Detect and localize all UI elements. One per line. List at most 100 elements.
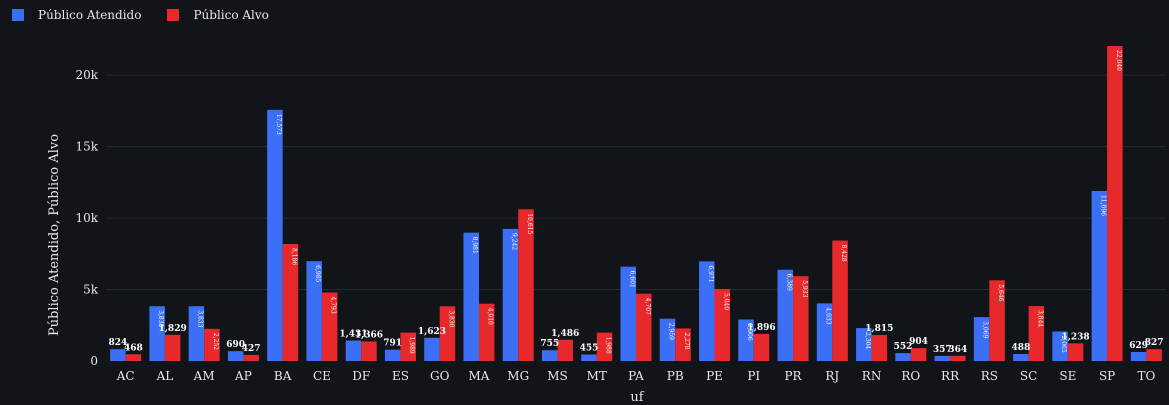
bar-to-alvo[interactable]	[1146, 349, 1162, 361]
bar-rj-atendido[interactable]	[816, 303, 833, 361]
bar-ro-atendido[interactable]	[895, 353, 911, 361]
legend-item-publico-alvo[interactable]: Público Alvo	[167, 8, 269, 22]
bar-value-label: 824	[108, 338, 127, 348]
bar-al-alvo[interactable]	[164, 334, 181, 361]
bar-mt-atendido[interactable]	[581, 354, 597, 361]
bar-value-label: 3,830	[447, 310, 454, 327]
bar-ce-atendido[interactable]	[306, 261, 322, 361]
x-tick-label: AP	[234, 369, 252, 383]
bar-value-label: 6,971	[707, 265, 714, 282]
bar-ms-alvo[interactable]	[557, 339, 573, 361]
x-tick-label: DF	[352, 369, 370, 383]
bar-value-label: 2,304	[864, 332, 871, 349]
bar-value-label: 4,707	[644, 298, 651, 315]
bar-rn-alvo[interactable]	[871, 335, 888, 361]
bar-sp-alvo[interactable]	[1107, 46, 1123, 361]
bar-df-atendido[interactable]	[345, 340, 362, 361]
y-tick-label: 10k	[75, 211, 98, 225]
x-tick-label: MG	[507, 369, 529, 383]
bar-pa-alvo[interactable]	[636, 293, 652, 361]
bar-pi-atendido[interactable]	[738, 319, 754, 361]
bar-es-alvo[interactable]	[400, 332, 416, 361]
bar-ba-atendido[interactable]	[267, 109, 283, 362]
legend-label-publico-alvo: Público Alvo	[193, 8, 269, 22]
bar-value-label: 6,601	[628, 271, 635, 288]
bar-value-label: 1,815	[865, 324, 893, 334]
bar-pe-atendido[interactable]	[699, 261, 715, 361]
bar-go-atendido[interactable]	[424, 337, 440, 361]
bar-rr-atendido[interactable]	[934, 355, 951, 361]
bar-value-label: 357	[933, 345, 952, 355]
bar-go-alvo[interactable]	[439, 306, 456, 361]
x-tick-label: PE	[706, 369, 723, 383]
bar-sc-atendido[interactable]	[1013, 354, 1029, 361]
bar-value-label: 4,010	[487, 308, 494, 325]
bar-value-label: 8,186	[290, 248, 297, 265]
bar-rr-alvo[interactable]	[950, 355, 966, 361]
bar-value-label: 1,989	[408, 337, 415, 354]
y-axis-ticks: 0 5k 10k 15k 20k	[75, 68, 98, 368]
bar-value-label: 8,981	[471, 237, 478, 254]
bar-to-atendido[interactable]	[1130, 352, 1147, 361]
bar-value-label: 6,985	[314, 265, 321, 282]
bar-value-label: 1,431	[339, 330, 367, 340]
bar-rs-atendido[interactable]	[973, 317, 990, 361]
bar-df-alvo[interactable]	[361, 341, 377, 361]
bar-rj-alvo[interactable]	[832, 240, 848, 361]
bar-pr-atendido[interactable]	[777, 269, 794, 361]
bar-sp-atendido[interactable]	[1091, 190, 1108, 361]
bar-ce-alvo[interactable]	[321, 292, 338, 361]
bar-value-label: 1,988	[604, 337, 611, 354]
x-tick-label: SP	[1099, 369, 1115, 383]
bar-pb-atendido[interactable]	[659, 318, 676, 361]
legend-item-publico-atendido[interactable]: Público Atendido	[12, 8, 141, 22]
bar-value-label: 10,615	[526, 213, 533, 234]
x-tick-label: RS	[981, 369, 998, 383]
x-tick-label: MS	[547, 369, 568, 383]
bar-ac-alvo[interactable]	[125, 354, 142, 361]
bar-pr-alvo[interactable]	[793, 276, 809, 361]
bar-ma-alvo[interactable]	[478, 303, 495, 361]
bar-value-label: 904	[909, 337, 928, 347]
bar-mg-alvo[interactable]	[518, 209, 534, 361]
bar-ms-atendido[interactable]	[541, 350, 558, 361]
x-tick-label: RO	[901, 369, 920, 383]
bar-mg-atendido[interactable]	[502, 228, 519, 361]
bar-pa-atendido[interactable]	[620, 266, 637, 361]
bar-ap-atendido[interactable]	[227, 351, 244, 361]
x-axis-ticks: AC AL AM AP BA CE DF ES GO MA MG MS MT PA PB PE PI PR RJ RN…	[116, 369, 1156, 383]
y-tick-label: 15k	[75, 140, 98, 154]
bar-ba-alvo[interactable]	[282, 244, 299, 361]
bar-value-label: 3,833	[196, 310, 203, 327]
bar-rn-atendido[interactable]	[856, 328, 872, 361]
bar-value-label: 690	[226, 340, 245, 350]
bar-ac-atendido[interactable]	[110, 349, 126, 361]
bar-pb-alvo[interactable]	[675, 328, 691, 361]
bar-value-label: 2,906	[746, 323, 753, 340]
bar-ro-alvo[interactable]	[910, 348, 927, 361]
bar-mt-alvo[interactable]	[596, 332, 613, 361]
bar-sc-alvo[interactable]	[1028, 306, 1045, 361]
x-tick-label: PI	[747, 369, 760, 383]
x-tick-label: GO	[430, 369, 450, 383]
bar-value-label: 1,896	[747, 323, 775, 333]
x-tick-label: AC	[116, 369, 135, 383]
bar-se-alvo[interactable]	[1067, 343, 1084, 361]
bar-value-label: 5,646	[997, 284, 1004, 301]
bar-value-label: 9,242	[510, 233, 517, 250]
x-tick-label: CE	[313, 369, 331, 383]
bar-pi-alvo[interactable]	[753, 333, 770, 361]
bar-value-label: 3,844	[1036, 310, 1043, 327]
bar-rs-alvo[interactable]	[989, 280, 1005, 361]
bar-ma-atendido[interactable]	[463, 232, 479, 361]
bar-am-atendido[interactable]	[188, 306, 205, 361]
bar-ap-alvo[interactable]	[243, 354, 259, 361]
bar-value-label: 468	[124, 343, 143, 353]
bar-pe-alvo[interactable]	[714, 288, 731, 361]
bar-al-atendido[interactable]	[149, 306, 165, 361]
x-tick-label: AL	[156, 369, 174, 383]
bar-value-label: 2,252	[212, 333, 219, 350]
bar-se-atendido[interactable]	[1052, 331, 1068, 361]
bar-am-alvo[interactable]	[204, 328, 220, 361]
bar-es-atendido[interactable]	[384, 349, 401, 361]
